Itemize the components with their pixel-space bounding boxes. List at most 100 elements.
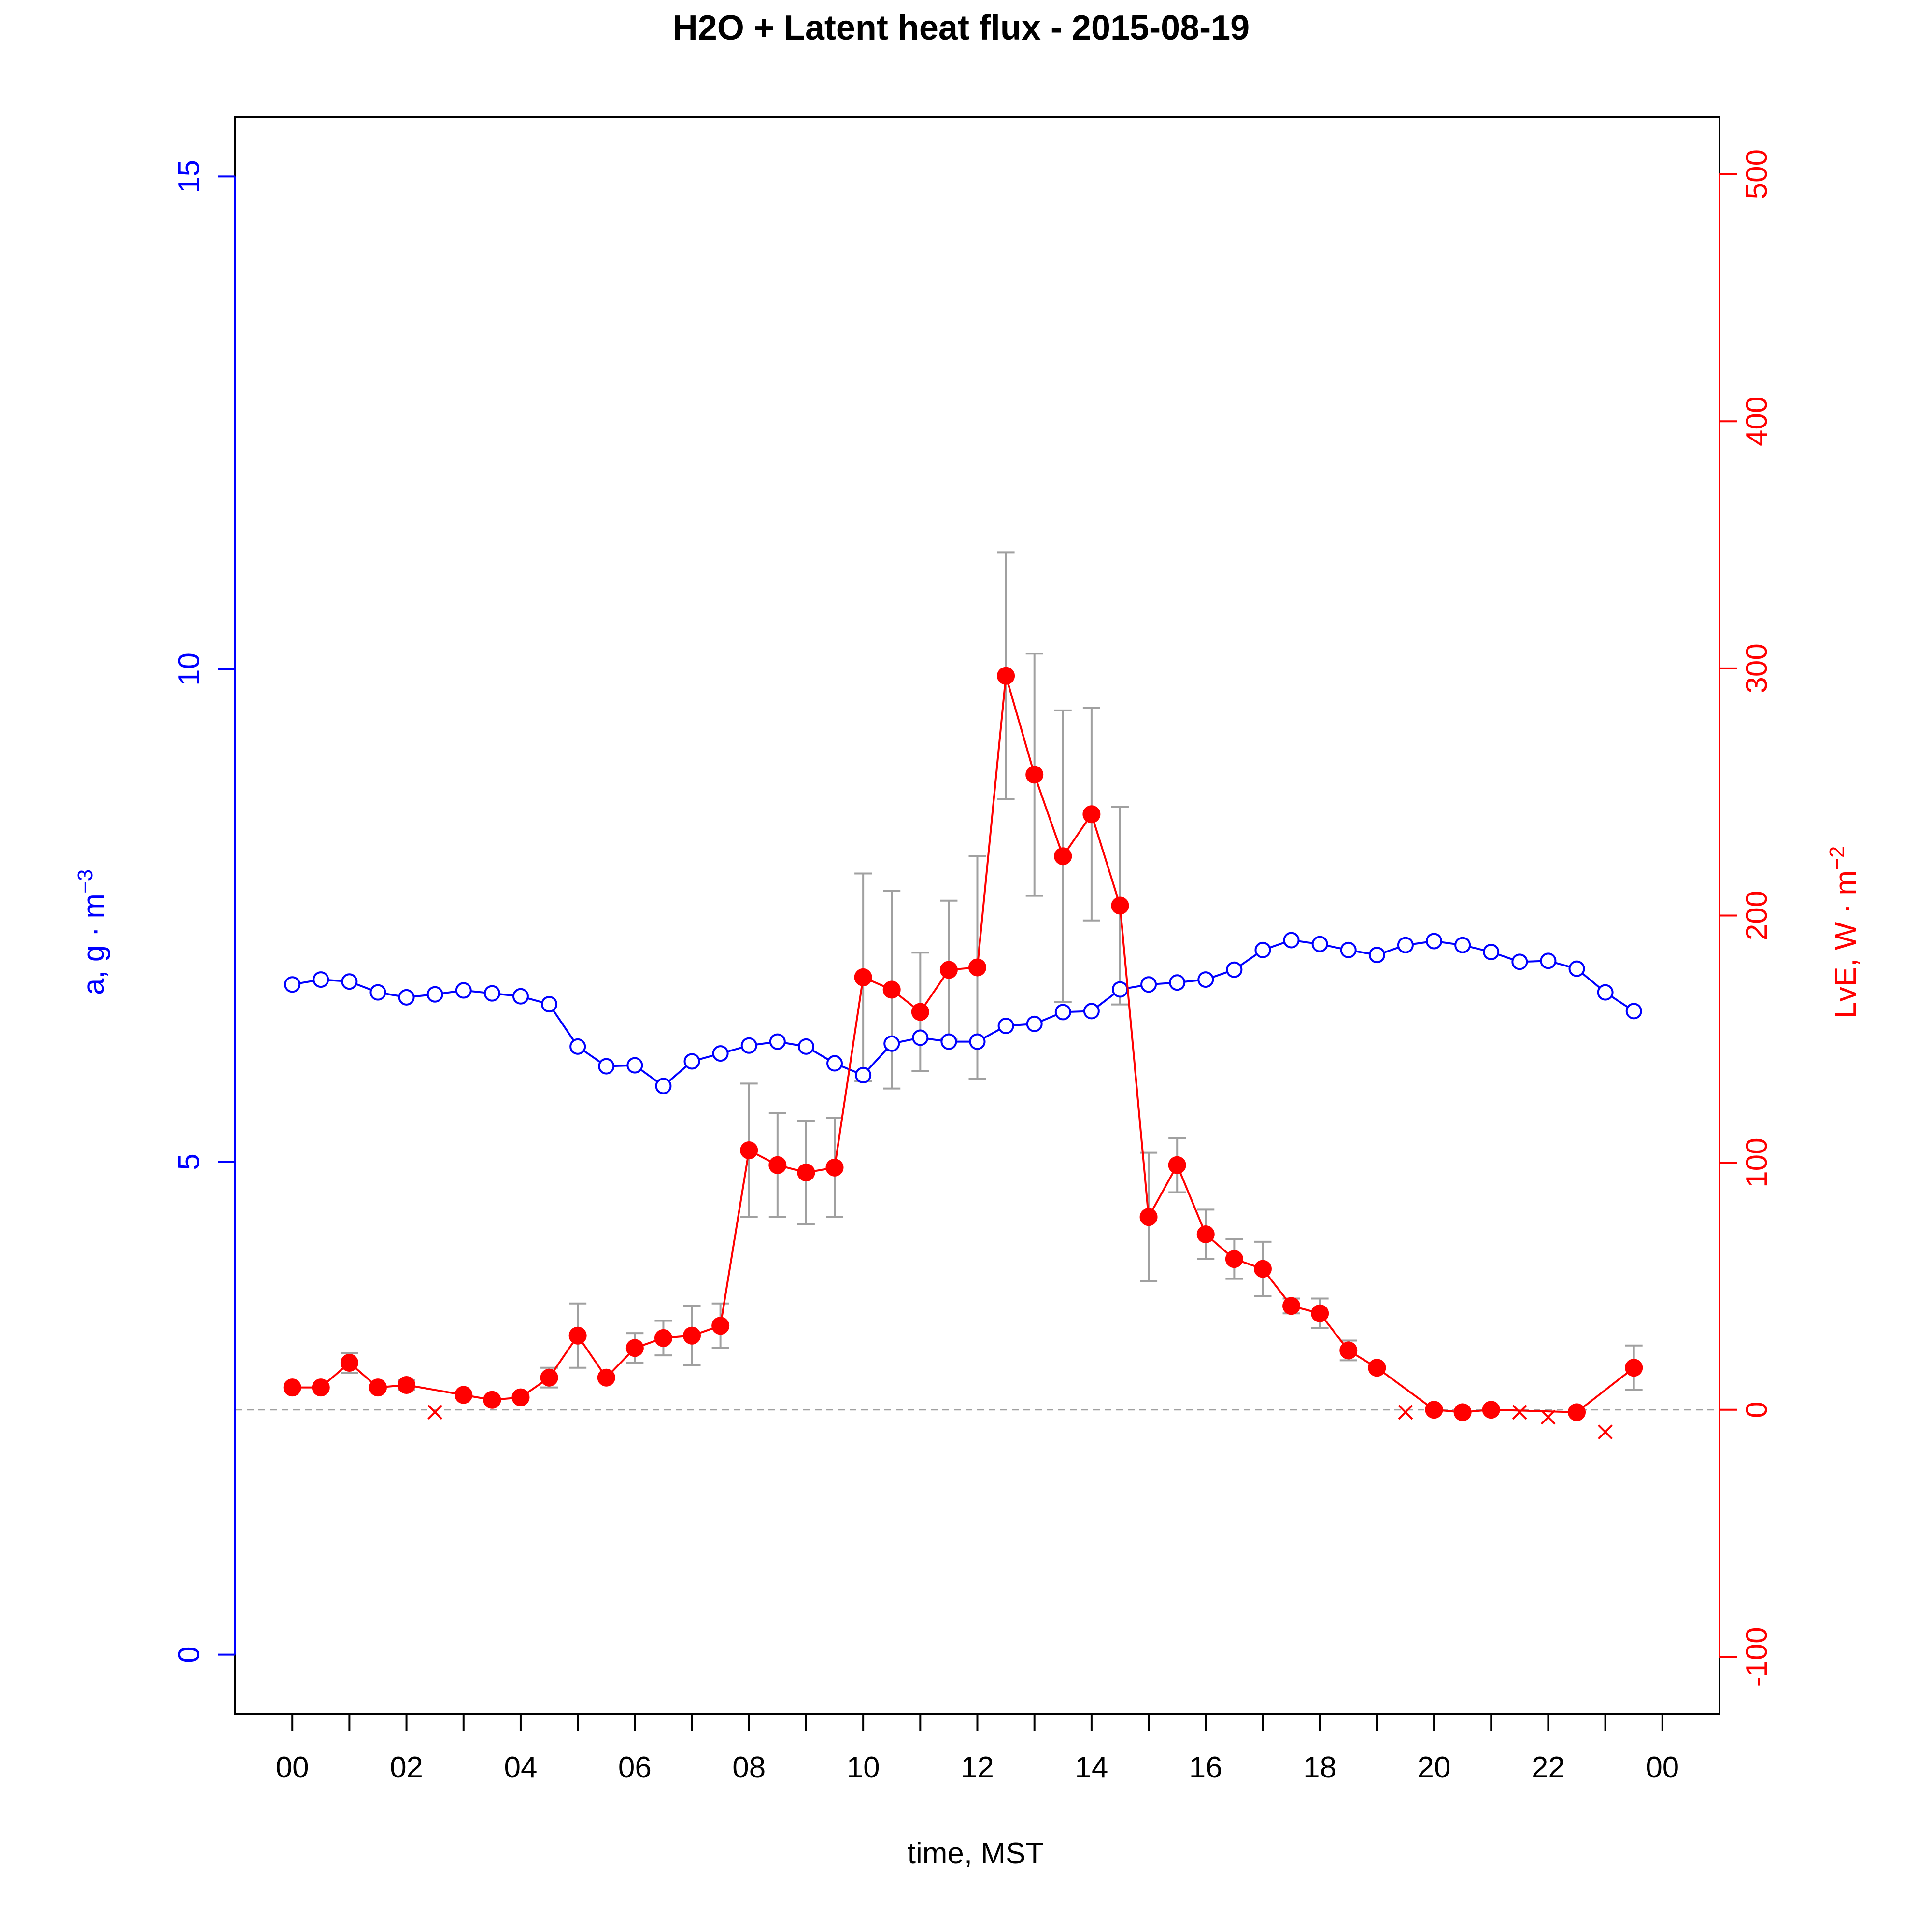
x-axis-tick-label: 08 bbox=[732, 1751, 766, 1784]
error-bars bbox=[341, 551, 1643, 1391]
left-axis: 0 5 10 15 bbox=[172, 160, 236, 1663]
x-axis-tick-label: 02 bbox=[390, 1751, 423, 1784]
lve-point bbox=[1311, 1304, 1329, 1322]
lve-flagged-point bbox=[1512, 1405, 1527, 1420]
lve-point bbox=[1625, 1359, 1643, 1377]
h2o-point bbox=[1368, 947, 1385, 964]
lve-point bbox=[625, 1339, 644, 1357]
lve-point bbox=[683, 1326, 701, 1345]
series-lve-flagged bbox=[427, 1405, 1613, 1440]
lve-line bbox=[292, 675, 1634, 1413]
right-axis-tick-label: 300 bbox=[1740, 643, 1774, 693]
x-axis-tick-label: 06 bbox=[618, 1751, 652, 1784]
right-axis: -100 0 100 200 300 400 500 bbox=[1719, 149, 1774, 1687]
lve-point bbox=[711, 1317, 730, 1335]
lve-point bbox=[1054, 847, 1072, 866]
lve-point bbox=[597, 1368, 615, 1387]
h2o-point bbox=[1340, 941, 1357, 958]
lve-point bbox=[1453, 1403, 1472, 1421]
lve-point bbox=[768, 1156, 787, 1174]
lve-point bbox=[1111, 896, 1129, 915]
h2o-point bbox=[1283, 932, 1300, 949]
h2o-point bbox=[1169, 974, 1186, 991]
lve-point bbox=[283, 1378, 301, 1397]
lve-flagged-point bbox=[1598, 1424, 1613, 1440]
lve-point bbox=[939, 961, 958, 979]
left-axis-tick-label: 5 bbox=[172, 1153, 206, 1170]
lve-flagged-point bbox=[427, 1405, 443, 1420]
h2o-point bbox=[1026, 1015, 1043, 1032]
h2o-point bbox=[541, 996, 558, 1013]
h2o-point bbox=[1540, 952, 1557, 969]
h2o-point bbox=[855, 1067, 872, 1083]
h2o-point bbox=[883, 1035, 900, 1052]
lve-point bbox=[1168, 1156, 1186, 1174]
h2o-point bbox=[341, 973, 358, 990]
lve-point bbox=[1425, 1401, 1443, 1419]
lve-point bbox=[654, 1329, 672, 1347]
right-axis-tick-label: 400 bbox=[1740, 397, 1774, 446]
x-axis-tick-label: 20 bbox=[1418, 1751, 1451, 1784]
h2o-point bbox=[1140, 976, 1157, 993]
h2o-point bbox=[1197, 971, 1214, 988]
chart-title: H2O + Latent heat flux - 2015-08-19 bbox=[673, 9, 1250, 47]
right-axis-tick-label: 0 bbox=[1740, 1401, 1774, 1418]
h2o-point bbox=[569, 1038, 586, 1055]
h2o-point bbox=[655, 1078, 672, 1094]
lve-flagged-point bbox=[1541, 1409, 1556, 1425]
y-left-axis-label: a, g · m−3 bbox=[73, 869, 111, 995]
lve-point bbox=[1368, 1359, 1386, 1377]
x-axis-tick-label: 00 bbox=[1646, 1751, 1679, 1784]
h2o-point bbox=[313, 971, 329, 988]
h2o-point bbox=[683, 1053, 700, 1070]
lve-point bbox=[312, 1378, 330, 1397]
lve-point bbox=[797, 1164, 815, 1182]
h2o-point bbox=[997, 1017, 1014, 1034]
h2o-point bbox=[398, 989, 415, 1006]
lve-point bbox=[1082, 805, 1101, 824]
left-axis-tick-label: 0 bbox=[172, 1646, 206, 1662]
h2o-point bbox=[940, 1033, 957, 1050]
h2o-point bbox=[826, 1055, 843, 1072]
lve-point bbox=[740, 1141, 758, 1160]
x-axis-tick-label: 12 bbox=[961, 1751, 994, 1784]
right-axis-tick-label: 500 bbox=[1740, 149, 1774, 199]
h2o-point bbox=[1511, 953, 1528, 970]
right-axis-tick-label: -100 bbox=[1740, 1627, 1774, 1687]
h2o-point bbox=[1254, 941, 1271, 958]
h2o-point bbox=[369, 984, 386, 1001]
lve-point bbox=[825, 1158, 844, 1177]
lve-point bbox=[1282, 1297, 1301, 1315]
cross-stroke bbox=[1398, 1405, 1413, 1420]
x-axis-tick-label: 04 bbox=[504, 1751, 537, 1784]
cross-stroke bbox=[1541, 1409, 1556, 1425]
lve-point bbox=[854, 968, 872, 986]
h2o-point bbox=[1483, 943, 1500, 960]
h2o-point bbox=[769, 1033, 786, 1050]
h2o-point bbox=[1111, 981, 1128, 998]
lve-point bbox=[1196, 1225, 1215, 1243]
lve-point bbox=[398, 1376, 416, 1394]
h2o-point bbox=[1426, 933, 1443, 950]
h2o-point bbox=[426, 986, 443, 1003]
h2o-point bbox=[1597, 984, 1614, 1001]
h2o-point bbox=[626, 1057, 643, 1074]
x-axis-tick-label: 18 bbox=[1303, 1751, 1336, 1784]
lve-point bbox=[511, 1388, 530, 1406]
h2o-point bbox=[1311, 936, 1328, 952]
x-axis: 00 02 04 06 08 10 12 14 16 18 20 22 00 bbox=[276, 1713, 1679, 1784]
h2o-point bbox=[483, 985, 500, 1002]
cross-stroke bbox=[427, 1405, 443, 1420]
lve-point bbox=[997, 667, 1015, 685]
lve-point bbox=[540, 1368, 558, 1387]
x-axis-tick-label: 16 bbox=[1189, 1751, 1222, 1784]
y-right-axis-label: LvE, W · m−2 bbox=[1825, 846, 1862, 1019]
cross-stroke bbox=[1598, 1424, 1613, 1440]
h2o-point bbox=[1625, 1003, 1642, 1020]
x-axis-tick-label: 10 bbox=[847, 1751, 880, 1784]
lve-point bbox=[568, 1326, 587, 1345]
lve-point bbox=[455, 1386, 473, 1404]
lve-point bbox=[882, 980, 901, 999]
h2o-point bbox=[797, 1038, 814, 1055]
